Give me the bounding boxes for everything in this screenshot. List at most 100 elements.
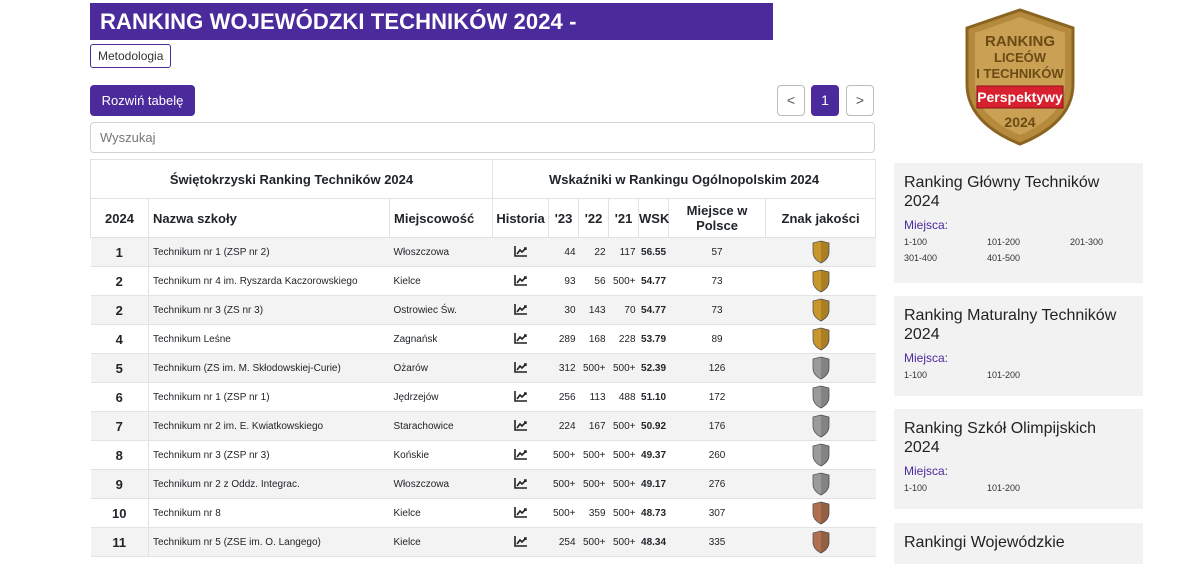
prev-page-button[interactable]: <	[777, 85, 805, 116]
quality-mark-cell	[765, 440, 876, 470]
place-2023-cell: 256	[548, 382, 579, 412]
school-name-cell[interactable]: Technikum nr 3 (ZS nr 3)	[148, 295, 390, 325]
place-2021-cell: 500+	[608, 498, 639, 528]
sidebar-link-401-500[interactable]: 401-500	[987, 253, 1021, 263]
quality-mark-cell	[765, 498, 876, 528]
logo-line2: LICEÓW	[994, 50, 1047, 65]
quality-mark-cell	[765, 527, 876, 557]
sidebar-link-1-100[interactable]: 1-100	[904, 483, 928, 493]
sidebar-link-301-400[interactable]: 301-400	[904, 253, 938, 263]
city-cell: Kielce	[389, 527, 493, 557]
chart-icon[interactable]	[513, 477, 528, 489]
school-name-cell[interactable]: Technikum nr 2 im. E. Kwiatkowskiego	[148, 411, 390, 441]
logo-brand: Perspektywy	[977, 89, 1063, 105]
quality-mark-cell	[765, 266, 876, 296]
history-cell[interactable]	[492, 498, 549, 528]
poland-place-cell: 335	[668, 527, 766, 557]
history-cell[interactable]	[492, 324, 549, 354]
school-name-cell[interactable]: Technikum nr 5 (ZSE im. O. Langego)	[148, 527, 390, 557]
history-cell[interactable]	[492, 237, 549, 267]
poland-place-cell: 176	[668, 411, 766, 441]
history-cell[interactable]	[492, 353, 549, 383]
place-2021-cell: 488	[608, 382, 639, 412]
expand-table-button[interactable]: Rozwiń tabelę	[90, 85, 195, 116]
chart-icon[interactable]	[513, 361, 528, 373]
poland-place-cell: 57	[668, 237, 766, 267]
silver-shield-icon	[812, 356, 829, 380]
chart-icon[interactable]	[513, 448, 528, 460]
ranking-logo: RANKING LICEÓW I TECHNIKÓW Perspektywy 2…	[965, 8, 1075, 146]
history-cell[interactable]	[492, 266, 549, 296]
place-2023-cell: 93	[548, 266, 579, 296]
ranking-table: Świętokrzyski Ranking Techników 2024 Wsk…	[89, 159, 877, 557]
history-cell[interactable]	[492, 527, 549, 557]
chart-icon[interactable]	[513, 419, 528, 431]
school-name-cell[interactable]: Technikum nr 2 z Oddz. Integrac.	[148, 469, 390, 499]
quality-mark-cell	[765, 469, 876, 499]
sidebar-title[interactable]: Ranking Główny Techników 2024	[904, 174, 1100, 210]
chart-icon[interactable]	[513, 274, 528, 286]
sidebar-link-101-200[interactable]: 101-200	[987, 370, 1021, 380]
sidebar-link-1-100[interactable]: 1-100	[904, 370, 928, 380]
wsk-cell: 53.79	[638, 324, 669, 354]
poland-place-cell: 73	[668, 266, 766, 296]
city-cell: Włoszczowa	[389, 469, 493, 499]
chart-icon[interactable]	[513, 332, 528, 344]
chart-icon[interactable]	[513, 535, 528, 547]
chart-icon[interactable]	[513, 245, 528, 257]
rank-cell: 2	[90, 266, 149, 296]
table-row: 4 Technikum Leśne Zagnańsk 289 168 228 53.79 89	[90, 324, 876, 354]
place-2022-cell: 22	[578, 237, 609, 267]
search-input[interactable]: Wyszukaj	[90, 122, 875, 153]
quality-mark-cell	[765, 324, 876, 354]
city-cell: Ostrowiec Św.	[389, 295, 493, 325]
school-name-cell[interactable]: Technikum nr 8	[148, 498, 390, 528]
place-2021-cell: 500+	[608, 266, 639, 296]
chart-icon[interactable]	[513, 303, 528, 315]
history-cell[interactable]	[492, 382, 549, 412]
sidebar-places-label: Miejsca:	[904, 351, 949, 365]
page-1-button[interactable]: 1	[811, 85, 839, 116]
sidebar-box-matura: Ranking Maturalny Techników 2024 Miejsca…	[894, 296, 1143, 396]
logo-line1: RANKING	[985, 33, 1055, 50]
sidebar-box-regional: Rankingi Wojewódzkie	[894, 523, 1143, 564]
place-2022-cell: 56	[578, 266, 609, 296]
history-cell[interactable]	[492, 469, 549, 499]
sidebar-link-201-300[interactable]: 201-300	[1070, 237, 1104, 247]
methodology-button[interactable]: Metodologia	[90, 44, 172, 68]
history-cell[interactable]	[492, 295, 549, 325]
poland-place-cell: 172	[668, 382, 766, 412]
chart-icon[interactable]	[513, 506, 528, 518]
rank-cell: 8	[90, 440, 149, 470]
place-2023-cell: 224	[548, 411, 579, 441]
rank-cell: 5	[90, 353, 149, 383]
rank-cell: 7	[90, 411, 149, 441]
quality-mark-cell	[765, 237, 876, 267]
sidebar-link-101-200[interactable]: 101-200	[987, 483, 1021, 493]
sidebar-link-1-100[interactable]: 1-100	[904, 237, 928, 247]
history-cell[interactable]	[492, 440, 549, 470]
place-2021-cell: 228	[608, 324, 639, 354]
col-city: Miejscowość	[388, 198, 494, 238]
history-cell[interactable]	[492, 411, 549, 441]
place-2022-cell: 167	[578, 411, 609, 441]
school-name-cell[interactable]: Technikum nr 1 (ZSP nr 2)	[148, 237, 390, 267]
sidebar-title[interactable]: Rankingi Wojewódzkie	[904, 534, 1065, 551]
school-name-cell[interactable]: Technikum Leśne	[148, 324, 390, 354]
rank-cell: 1	[90, 237, 149, 267]
poland-place-cell: 307	[668, 498, 766, 528]
table-row: 2 Technikum nr 3 (ZS nr 3) Ostrowiec Św. 30…	[90, 295, 876, 325]
school-name-cell[interactable]: Technikum nr 3 (ZSP nr 3)	[148, 440, 390, 470]
bronze-shield-icon	[812, 530, 829, 554]
school-name-cell[interactable]: Technikum nr 1 (ZSP nr 1)	[148, 382, 390, 412]
sidebar-link-101-200[interactable]: 101-200	[987, 237, 1021, 247]
sidebar-title[interactable]: Ranking Szkół Olimpijskich 2024	[904, 420, 1097, 456]
wsk-cell: 49.37	[638, 440, 669, 470]
sidebar-title[interactable]: Ranking Maturalny Techników 2024	[904, 307, 1117, 343]
place-2021-cell: 500+	[608, 440, 639, 470]
next-page-button[interactable]: >	[846, 85, 874, 116]
chart-icon[interactable]	[513, 390, 528, 402]
poland-place-cell: 260	[668, 440, 766, 470]
school-name-cell[interactable]: Technikum (ZS im. M. Skłodowskiej-Curie)	[148, 353, 390, 383]
school-name-cell[interactable]: Technikum nr 4 im. Ryszarda Kaczorowskie…	[148, 266, 390, 296]
